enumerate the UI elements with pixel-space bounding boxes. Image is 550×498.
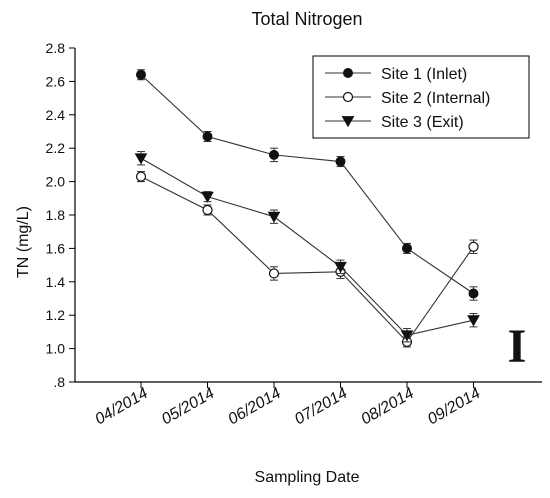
legend-marker bbox=[343, 68, 353, 78]
data-point bbox=[269, 149, 279, 160]
x-tick-label: 08/2014 bbox=[358, 385, 417, 429]
legend: Site 1 (Inlet) Site 2 (Internal) Site 3 (E… bbox=[312, 55, 530, 139]
x-axis-label: Sampling Date bbox=[255, 469, 360, 486]
legend-label: Site 2 (Internal) bbox=[381, 90, 490, 107]
data-point bbox=[268, 268, 280, 279]
y-tick-label: 1.2 bbox=[46, 307, 66, 323]
y-axis-label: TN (mg/L) bbox=[15, 206, 32, 278]
data-point bbox=[468, 241, 479, 252]
data-point bbox=[335, 156, 346, 167]
data-point bbox=[202, 204, 213, 216]
y-tick-label: 2.2 bbox=[46, 140, 66, 156]
data-point bbox=[202, 131, 213, 142]
data-point bbox=[467, 315, 480, 327]
data-point bbox=[334, 261, 347, 274]
y-tick-label: 1.6 bbox=[46, 240, 66, 256]
data-point bbox=[402, 243, 412, 254]
series-line bbox=[140, 157, 474, 336]
series-3 bbox=[134, 151, 480, 343]
series-2 bbox=[135, 171, 479, 348]
series-line bbox=[140, 176, 474, 343]
legend-marker bbox=[342, 91, 354, 103]
x-tick-label: 04/2014 bbox=[92, 385, 151, 429]
legend-marker bbox=[341, 116, 355, 128]
data-point bbox=[136, 69, 146, 80]
data-point bbox=[201, 191, 214, 203]
series-1 bbox=[136, 69, 479, 301]
legend-label: Site 3 (Exit) bbox=[381, 114, 464, 131]
y-tick-label: 2.0 bbox=[46, 174, 66, 190]
y-tick-label: 1.4 bbox=[46, 274, 66, 290]
data-point bbox=[134, 153, 148, 165]
y-tick-label: .8 bbox=[53, 374, 65, 390]
legend-label: Site 1 (Inlet) bbox=[381, 66, 467, 83]
x-tick-label: 05/2014 bbox=[159, 385, 218, 429]
x-tick-label: 06/2014 bbox=[225, 385, 284, 429]
data-point bbox=[135, 171, 147, 182]
series-line bbox=[140, 74, 474, 294]
panel-label: I bbox=[508, 320, 527, 373]
data-point bbox=[468, 288, 479, 299]
y-tick-label: 2.6 bbox=[46, 73, 66, 89]
data-point bbox=[400, 330, 414, 342]
chart-title: Total Nitrogen bbox=[251, 9, 362, 29]
x-tick-label: 09/2014 bbox=[425, 385, 484, 429]
data-point bbox=[267, 211, 281, 223]
x-tick-label: 07/2014 bbox=[292, 385, 351, 429]
y-tick-label: 1.8 bbox=[46, 207, 66, 223]
y-tick-label: 2.4 bbox=[46, 107, 66, 123]
y-tick-label: 1.0 bbox=[46, 341, 66, 357]
y-tick-label: 2.8 bbox=[46, 40, 66, 56]
